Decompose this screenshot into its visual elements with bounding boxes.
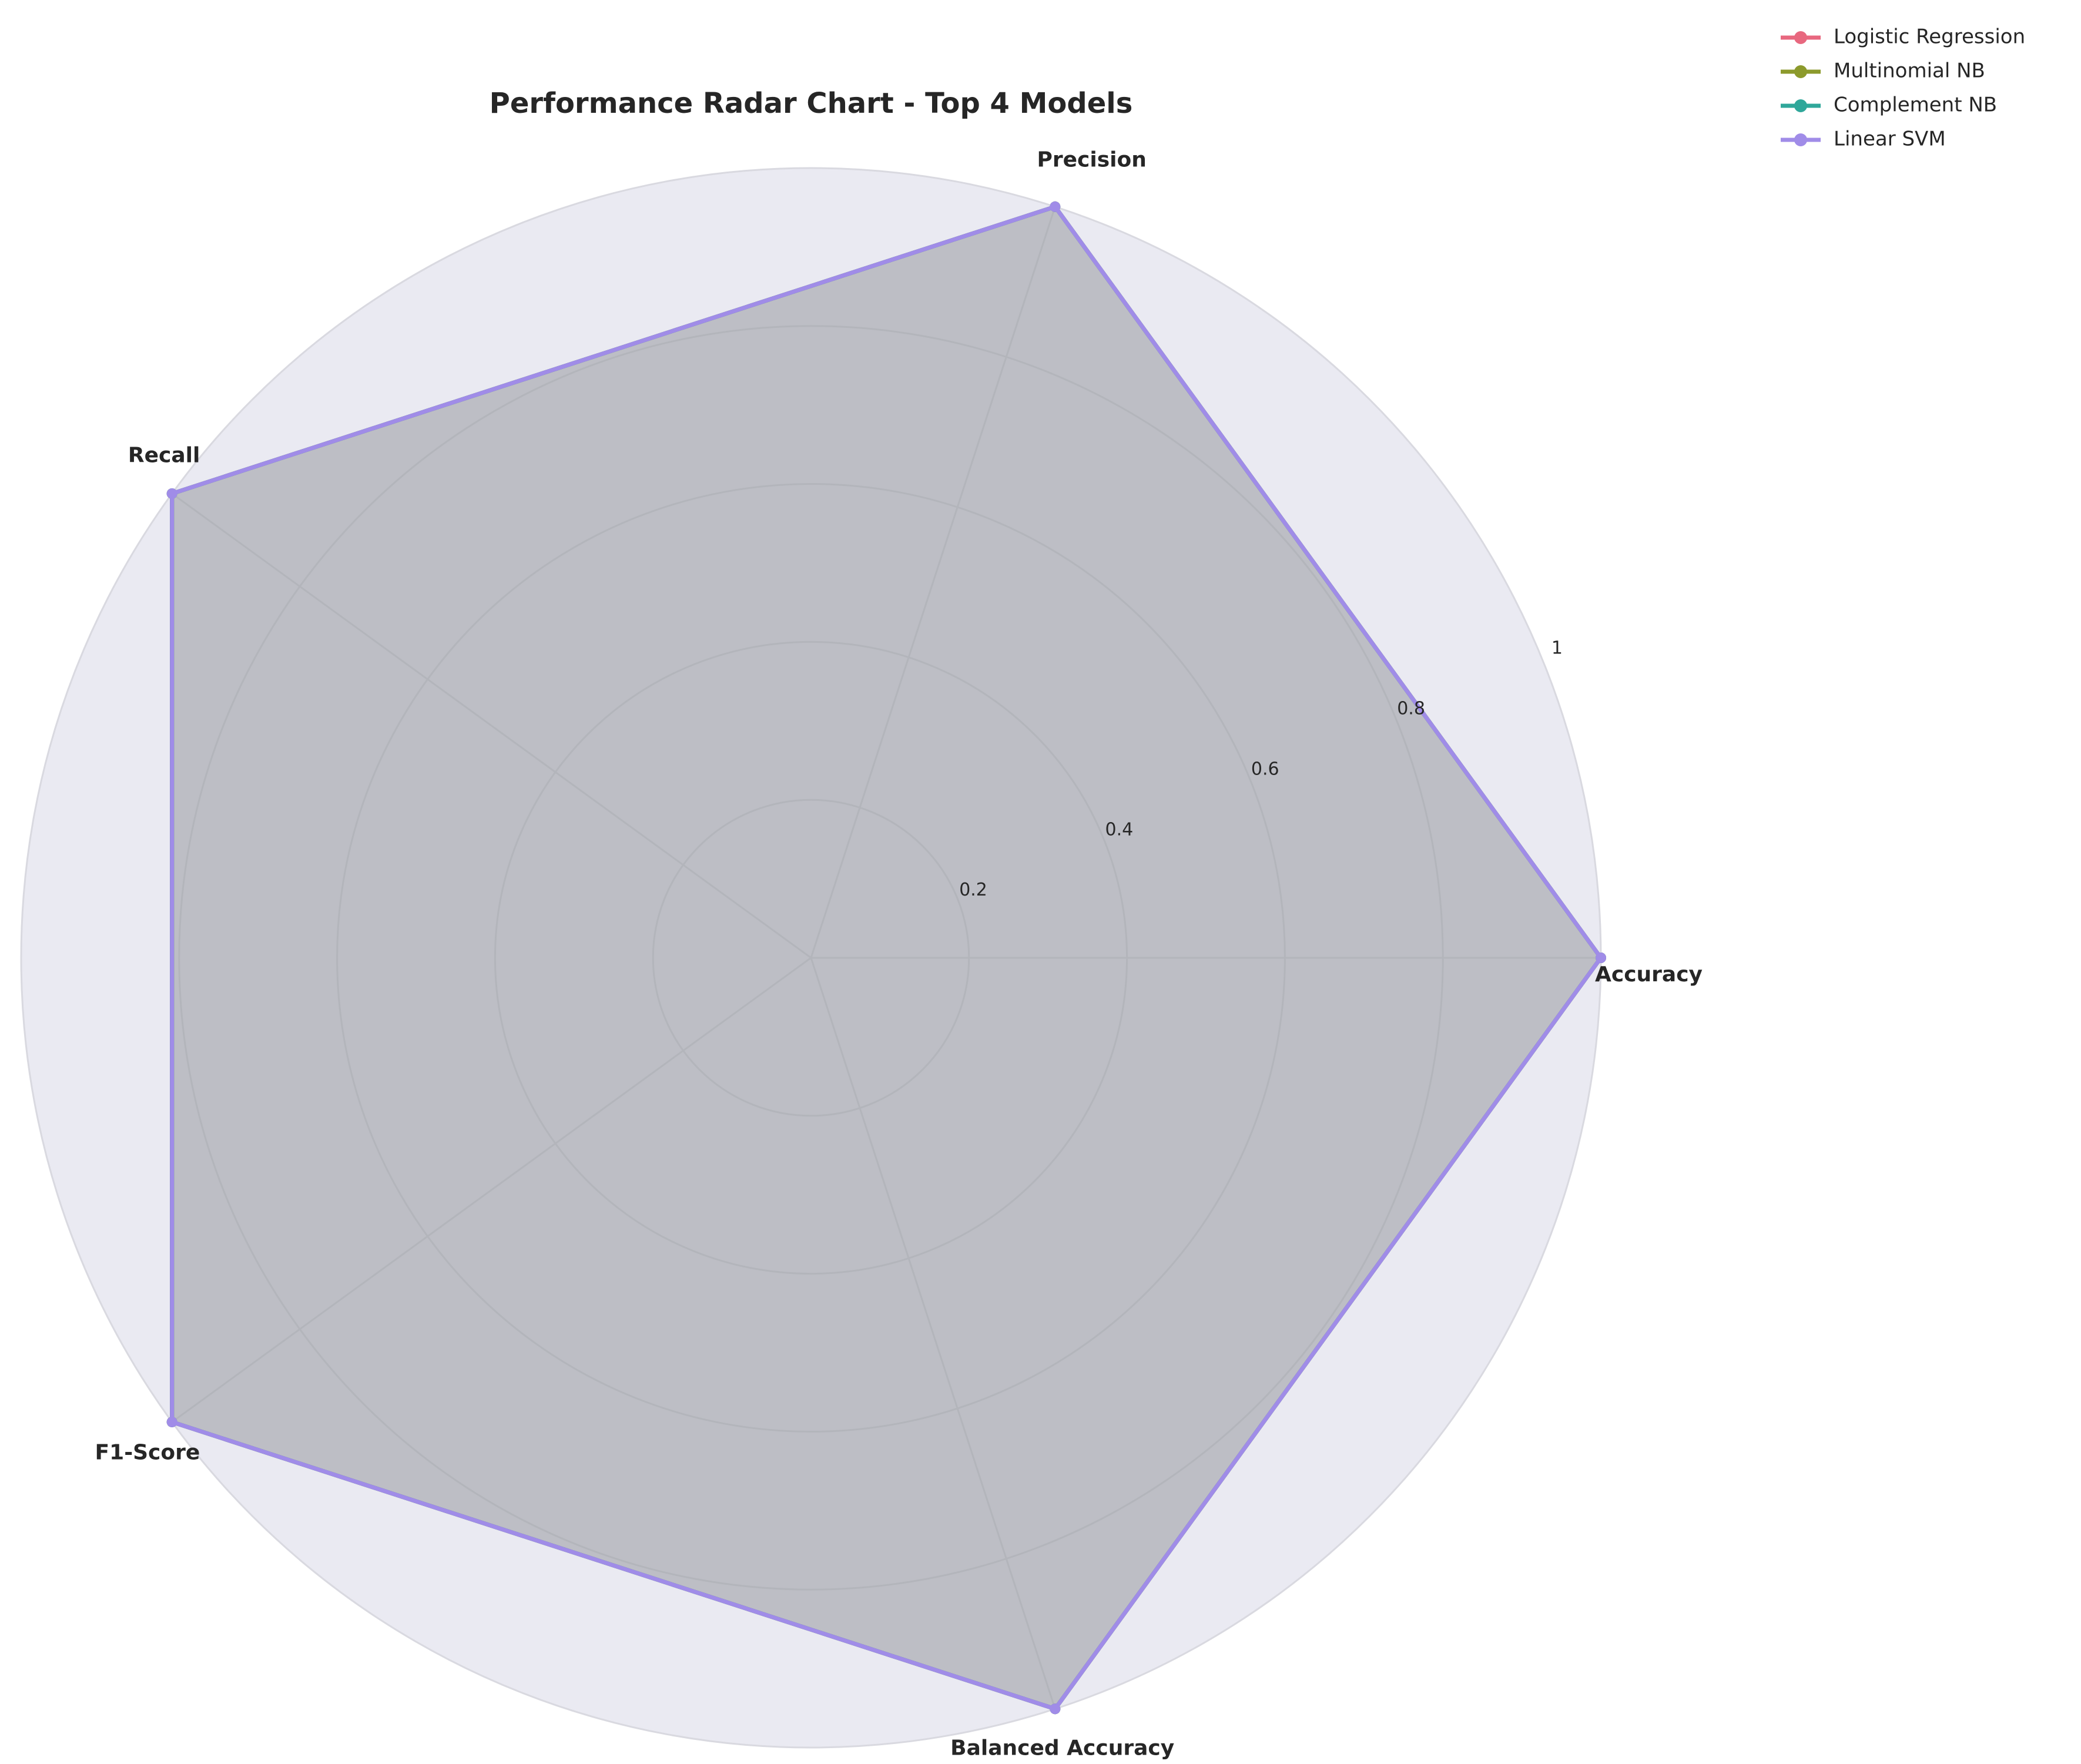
legend-label: Multinomial NB [1834, 59, 1985, 83]
r-tick-label: 1 [1551, 638, 1563, 659]
series-area [172, 206, 1601, 1709]
axis-label: F1-Score [95, 1440, 200, 1464]
series-line [170, 204, 1604, 1712]
legend-marker [1794, 99, 1807, 112]
chart-title: Performance Radar Chart - Top 4 Models [490, 87, 1133, 120]
series-point [1050, 201, 1061, 212]
legend: Logistic Regression Multinomial NB Complem… [1781, 25, 2025, 151]
r-tick-label: 0.4 [1105, 819, 1134, 840]
axis-label: Balanced Accuracy [950, 1736, 1174, 1760]
series-point [166, 488, 177, 499]
series-point [1596, 953, 1606, 963]
r-tick-label: 0.8 [1397, 699, 1425, 719]
series-area [172, 206, 1601, 1709]
legend-label: Linear SVM [1834, 128, 1946, 151]
r-tick-label: 0.6 [1251, 759, 1279, 779]
axis-label: Accuracy [1595, 963, 1703, 987]
legend-marker [1794, 65, 1807, 78]
spoke [810, 206, 1056, 958]
r-tick-label: 0.2 [959, 880, 987, 900]
spoke [810, 957, 1056, 1709]
legend-label: Logistic Regression [1834, 25, 2025, 49]
series-point [1050, 1703, 1061, 1715]
series-point [166, 1416, 177, 1427]
axis-label: Precision [1037, 148, 1146, 172]
axis-label: Recall [128, 444, 200, 468]
legend-label: Complement NB [1834, 93, 1997, 117]
legend-marker [1794, 133, 1807, 146]
spoke [171, 957, 812, 1423]
series-area [172, 206, 1601, 1709]
legend-marker [1794, 31, 1807, 44]
series-area [172, 206, 1601, 1709]
spoke [171, 492, 812, 959]
